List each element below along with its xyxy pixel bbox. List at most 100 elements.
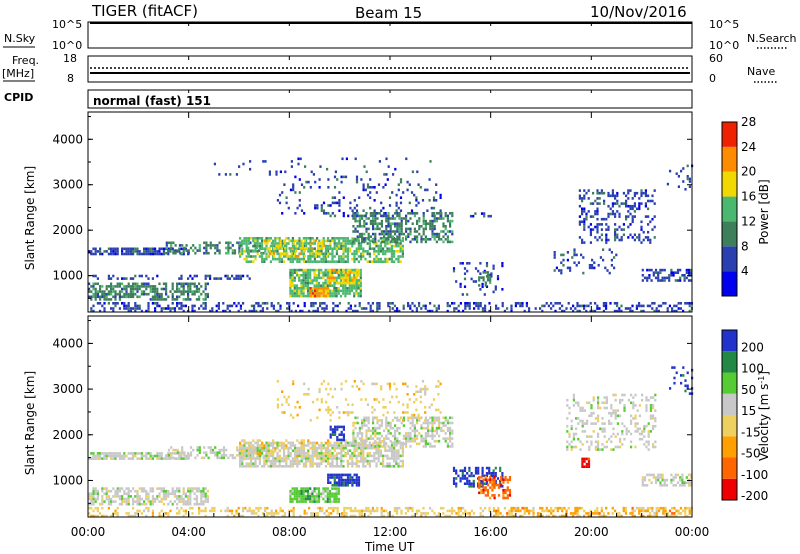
velocity-cell <box>243 452 246 455</box>
power-cell <box>239 274 242 278</box>
power-cell <box>479 272 482 275</box>
velocity-cell <box>204 514 207 518</box>
power-cell <box>644 236 647 239</box>
velocity-cell <box>335 454 338 458</box>
power-cell <box>592 228 595 231</box>
velocity-cell <box>178 487 181 490</box>
velocity-cell <box>176 495 179 498</box>
power-cell <box>313 242 316 245</box>
power-cell <box>364 214 367 218</box>
power-cell <box>298 260 301 263</box>
power-cell <box>314 204 317 207</box>
velocity-cell <box>176 487 179 490</box>
power-cell <box>594 225 597 229</box>
velocity-cell <box>256 441 259 445</box>
power-cell <box>165 298 168 301</box>
power-cell <box>303 302 306 305</box>
power-cell <box>320 289 323 293</box>
power-cell <box>296 242 299 245</box>
power-cell <box>365 227 368 231</box>
velocity-cell <box>92 454 95 458</box>
power-cell <box>384 244 387 248</box>
velocity-cell <box>419 390 422 393</box>
power-cell <box>335 244 338 248</box>
power-cell <box>293 287 296 290</box>
power-cell <box>107 247 110 251</box>
velocity-cell <box>202 495 205 498</box>
power-cell <box>631 217 634 221</box>
velocity-cell <box>269 460 272 463</box>
power-cell <box>338 276 341 280</box>
power-cell <box>296 247 299 250</box>
power-cell <box>291 274 294 277</box>
velocity-cell <box>123 457 126 460</box>
velocity-cell <box>358 426 361 430</box>
velocity-cell <box>439 382 442 386</box>
velocity-cell <box>258 444 261 448</box>
power-cell <box>657 279 660 282</box>
power-cell <box>325 304 328 308</box>
power-cell <box>320 252 323 256</box>
velocity-cell <box>327 476 330 479</box>
velocity-cell <box>327 441 330 445</box>
velocity-cell <box>362 459 365 463</box>
power-cell <box>528 307 531 310</box>
velocity-cell <box>433 434 436 438</box>
power-cell <box>94 287 97 291</box>
velocity-cell <box>304 487 307 490</box>
power-cell <box>315 279 318 282</box>
velocity-cell <box>276 403 279 406</box>
power-cell <box>680 169 683 173</box>
power-cell <box>340 242 343 245</box>
velocity-cell <box>351 476 354 479</box>
power-cell <box>380 219 383 223</box>
velocity-cell <box>329 433 332 436</box>
power-cell <box>387 212 390 215</box>
power-cell <box>677 302 680 305</box>
velocity-cell <box>397 449 400 452</box>
power-cell <box>598 307 601 310</box>
velocity-cell <box>279 506 282 510</box>
power-cell <box>581 238 584 242</box>
power-cell <box>316 309 319 313</box>
velocity-cell <box>287 446 290 450</box>
velocity-cell <box>158 457 161 460</box>
velocity-cell <box>346 449 349 452</box>
velocity-cell <box>94 454 97 458</box>
power-cell <box>351 257 354 261</box>
velocity-cell <box>176 489 179 493</box>
power-cell <box>385 238 388 241</box>
velocity-cell <box>156 497 159 501</box>
power-cell <box>235 274 238 278</box>
velocity-cell <box>167 456 171 460</box>
velocity-cell <box>123 489 126 493</box>
power-cell <box>297 304 300 308</box>
velocity-cell <box>136 495 139 498</box>
power-cell <box>178 290 181 293</box>
power-cell <box>409 307 412 310</box>
velocity-cell <box>239 465 242 468</box>
velocity-cell <box>327 452 330 455</box>
velocity-cell <box>451 416 454 420</box>
velocity-cell <box>383 442 386 446</box>
power-cell <box>291 244 294 248</box>
velocity-cell <box>268 512 271 515</box>
power-cell <box>169 307 172 310</box>
power-cell <box>329 214 332 218</box>
velocity-cell <box>417 413 420 417</box>
velocity-cell <box>245 454 248 458</box>
power-cell <box>314 239 317 242</box>
power-cell <box>382 186 385 189</box>
power-cell <box>413 304 416 308</box>
velocity-cell <box>134 452 137 455</box>
velocity-cell <box>337 487 340 490</box>
power-cell <box>627 191 630 195</box>
velocity-cell <box>101 452 104 455</box>
velocity-cell <box>360 380 363 383</box>
velocity-cell <box>101 500 104 503</box>
velocity-cell <box>204 497 207 501</box>
power-cell <box>105 295 108 299</box>
velocity-cell <box>429 429 432 433</box>
power-cell <box>675 172 678 175</box>
velocity-cell <box>401 465 404 468</box>
